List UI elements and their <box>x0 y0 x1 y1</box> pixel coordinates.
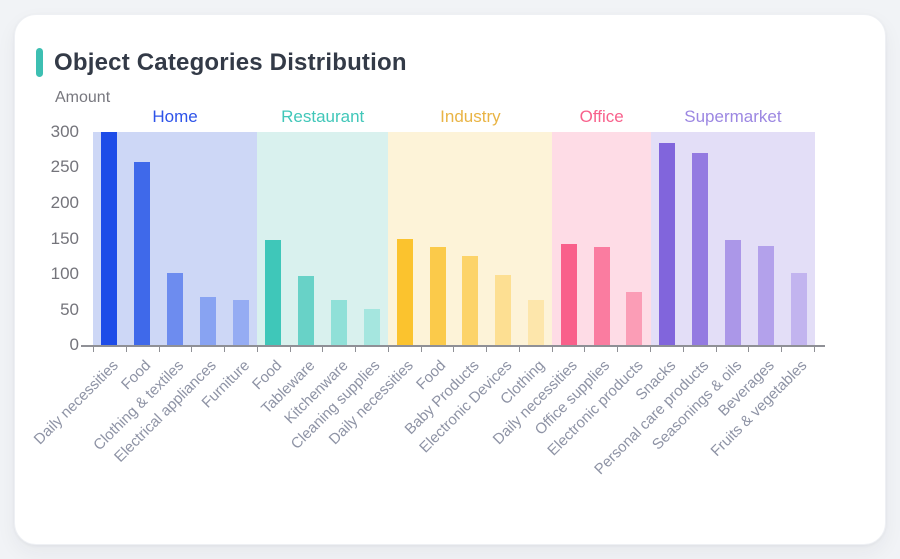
group-label-supermarket: Supermarket <box>684 107 782 126</box>
x-tick-mark <box>650 346 683 352</box>
group-label-industry: Industry <box>440 107 501 126</box>
y-tick-label: 200 <box>50 192 79 212</box>
x-tick-mark <box>748 346 781 352</box>
bar-slot <box>93 132 126 345</box>
y-tick-label: 100 <box>50 263 79 283</box>
title-accent-bar <box>36 48 43 77</box>
bar-slot <box>159 132 192 345</box>
bar-home-clothing-textiles[interactable] <box>167 272 184 345</box>
y-tick-label: 0 <box>69 335 79 354</box>
bar-restaurant-cleaning-supplies[interactable] <box>363 308 380 345</box>
bar-slot <box>552 132 585 345</box>
y-tick-label: 150 <box>50 228 79 248</box>
bar-industry-food[interactable] <box>429 247 446 345</box>
bar-slot <box>651 132 684 345</box>
bar-slot <box>585 132 618 345</box>
bar-supermarket-fruits-vegetables[interactable] <box>790 273 807 345</box>
bar-slot <box>454 132 487 345</box>
bar-home-food[interactable] <box>134 161 151 345</box>
bar-slot <box>224 132 257 345</box>
bar-slot <box>487 132 520 345</box>
bar-slot <box>782 132 815 345</box>
bar-slot <box>618 132 651 345</box>
bar-home-electrical-appliances[interactable] <box>199 296 216 345</box>
group-band-office <box>552 132 651 345</box>
x-tick-mark <box>781 346 815 352</box>
x-tick-mark <box>93 346 126 352</box>
x-tick-mark <box>584 346 617 352</box>
plot-area <box>93 132 815 345</box>
bar-office-daily-necessities[interactable] <box>560 244 577 345</box>
group-label-home: Home <box>152 107 198 126</box>
bar-industry-electronic-devices[interactable] <box>495 274 512 345</box>
bar-supermarket-personal-care-products[interactable] <box>692 152 709 345</box>
x-tick-mark <box>518 346 552 352</box>
y-tick-label: 300 <box>50 122 79 141</box>
y-tick-label: 50 <box>60 299 79 319</box>
chart-card: Object Categories Distribution Amount Ho… <box>14 14 886 545</box>
x-tick-mark <box>387 346 421 352</box>
group-band-supermarket <box>650 132 815 345</box>
bar-slot <box>388 132 421 345</box>
x-tick-mark <box>224 346 257 352</box>
bar-industry-clothing[interactable] <box>528 300 544 345</box>
bar-slot <box>717 132 750 345</box>
bar-restaurant-tableware[interactable] <box>298 276 315 345</box>
x-tick-mark <box>158 346 192 352</box>
x-tick-mark <box>289 346 323 352</box>
y-tick-label: 250 <box>50 157 79 177</box>
group-label-restaurant: Restaurant <box>281 107 365 126</box>
x-axis-line <box>81 345 825 347</box>
bar-industry-daily-necessities[interactable] <box>396 238 413 345</box>
x-tick-mark <box>355 346 388 352</box>
group-label-office: Office <box>579 107 624 126</box>
bar-slot <box>520 132 553 345</box>
x-axis-labels: Daily necessities Food Clothing & textiles… <box>30 355 815 530</box>
x-label-cell: Fruits & vegetables <box>708 355 815 530</box>
bar-slot <box>290 132 323 345</box>
bar-slot <box>323 132 356 345</box>
bar-supermarket-beverages[interactable] <box>757 245 774 345</box>
bar-slot <box>684 132 717 345</box>
x-tick-mark <box>125 346 159 352</box>
group-band-restaurant <box>257 132 389 345</box>
bar-slot <box>126 132 159 345</box>
x-tick-mark <box>682 346 716 352</box>
bar-supermarket-snacks[interactable] <box>659 142 676 345</box>
bar-slot <box>749 132 782 345</box>
bar-office-electronic-products[interactable] <box>626 292 643 345</box>
bar-home-furniture[interactable] <box>232 300 249 345</box>
bar-restaurant-kitchenware[interactable] <box>331 299 348 345</box>
bar-slot <box>191 132 224 345</box>
x-tick-mark <box>256 346 290 352</box>
x-tick-mark <box>551 346 585 352</box>
y-axis-tick-labels: 0 50 100 150 200 250 300 <box>19 122 79 354</box>
x-tick-mark <box>453 346 486 352</box>
x-tick-mark <box>420 346 454 352</box>
y-axis-title: Amount <box>55 89 111 106</box>
x-tick-mark <box>486 346 519 352</box>
x-axis-tick-marks <box>93 346 815 352</box>
bar-office-office-supplies[interactable] <box>593 247 610 345</box>
x-tick-mark <box>715 346 749 352</box>
bar-slot <box>356 132 389 345</box>
chart-title: Object Categories Distribution <box>54 48 407 76</box>
group-labels-row: Home Restaurant Industry Office Supermarket <box>93 107 815 127</box>
x-tick-mark <box>617 346 650 352</box>
bar-slot <box>257 132 290 345</box>
bar-slot <box>421 132 454 345</box>
title-row: Object Categories Distribution <box>36 48 407 77</box>
bar-industry-baby-products[interactable] <box>462 255 479 345</box>
x-tick-mark <box>322 346 355 352</box>
bar-home-daily-necessities[interactable] <box>101 132 118 345</box>
group-band-home <box>93 132 258 345</box>
group-band-industry <box>388 132 553 345</box>
bar-supermarket-seasonings-oils[interactable] <box>724 239 741 345</box>
bar-restaurant-food[interactable] <box>265 239 282 345</box>
x-tick-mark <box>191 346 224 352</box>
